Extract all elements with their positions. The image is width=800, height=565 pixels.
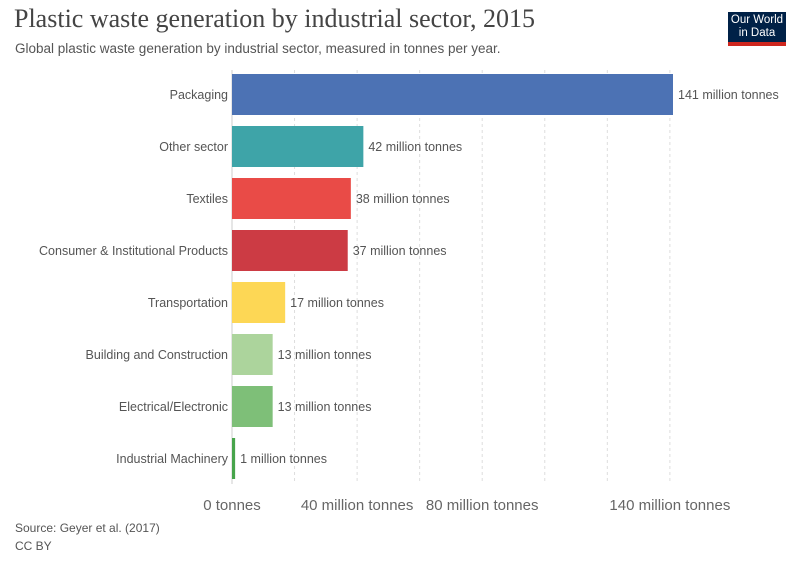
- value-label: 13 million tonnes: [278, 400, 372, 414]
- value-label: 17 million tonnes: [290, 296, 384, 310]
- category-label: Transportation: [148, 296, 228, 310]
- category-label: Industrial Machinery: [116, 452, 229, 466]
- category-label: Electrical/Electronic: [119, 400, 228, 414]
- category-label: Textiles: [186, 192, 228, 206]
- value-label: 37 million tonnes: [353, 244, 447, 258]
- x-tick-label: 140 million tonnes: [609, 497, 730, 514]
- bar[interactable]: [232, 126, 364, 167]
- bar[interactable]: [232, 178, 351, 219]
- owid-logo[interactable]: Our World in Data: [728, 12, 786, 46]
- value-label: 13 million tonnes: [278, 348, 372, 362]
- category-label: Consumer & Institutional Products: [39, 244, 228, 258]
- bar[interactable]: [232, 438, 236, 479]
- category-label: Other sector: [159, 140, 228, 154]
- bar[interactable]: [232, 386, 273, 427]
- value-label: 1 million tonnes: [240, 452, 327, 466]
- value-label: 38 million tonnes: [356, 192, 450, 206]
- bar[interactable]: [232, 334, 273, 375]
- x-tick-label: 0 tonnes: [203, 497, 261, 514]
- x-tick-label: 80 million tonnes: [426, 497, 539, 514]
- bar[interactable]: [232, 282, 286, 323]
- x-tick-label: 40 million tonnes: [301, 497, 414, 514]
- category-label: Building and Construction: [86, 348, 228, 362]
- chart-title: Plastic waste generation by industrial s…: [14, 4, 536, 33]
- bar[interactable]: [232, 230, 348, 271]
- category-label: Packaging: [170, 88, 228, 102]
- value-label: 141 million tonnes: [678, 88, 779, 102]
- license-note: CC BY: [15, 539, 52, 553]
- value-label: 42 million tonnes: [368, 140, 462, 154]
- logo-line-1: Our World: [730, 14, 784, 26]
- logo-line-2: in Data: [738, 27, 776, 39]
- source-note: Source: Geyer et al. (2017): [15, 521, 160, 535]
- bar[interactable]: [232, 74, 673, 115]
- chart-subtitle: Global plastic waste generation by indus…: [15, 41, 501, 56]
